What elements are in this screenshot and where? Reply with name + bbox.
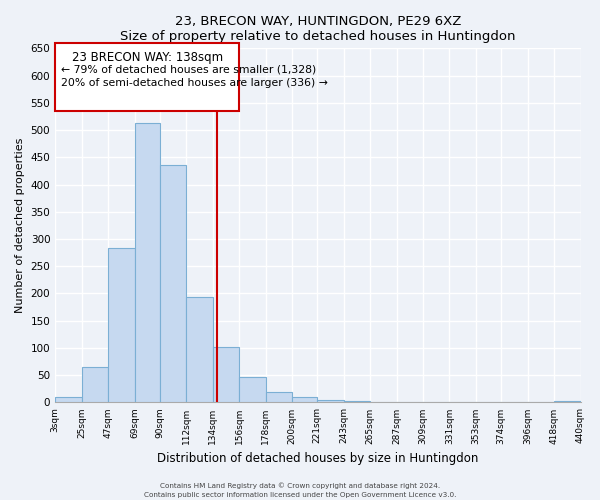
Bar [317, 400, 344, 402]
Bar [82, 367, 108, 402]
Bar [212, 347, 239, 403]
Text: 20% of semi-detached houses are larger (336) →: 20% of semi-detached houses are larger (… [61, 78, 328, 88]
Bar [160, 166, 186, 402]
Text: Contains HM Land Registry data © Crown copyright and database right 2024.
Contai: Contains HM Land Registry data © Crown c… [144, 482, 456, 498]
Y-axis label: Number of detached properties: Number of detached properties [15, 138, 25, 313]
Bar [186, 298, 212, 403]
FancyBboxPatch shape [55, 43, 239, 111]
Bar [266, 392, 292, 402]
Text: 23 BRECON WAY: 138sqm: 23 BRECON WAY: 138sqm [71, 51, 223, 64]
Bar [55, 397, 82, 402]
Bar [292, 397, 317, 402]
Bar [134, 123, 160, 402]
X-axis label: Distribution of detached houses by size in Huntingdon: Distribution of detached houses by size … [157, 452, 479, 465]
Text: ← 79% of detached houses are smaller (1,328): ← 79% of detached houses are smaller (1,… [61, 64, 316, 74]
Title: 23, BRECON WAY, HUNTINGDON, PE29 6XZ
Size of property relative to detached house: 23, BRECON WAY, HUNTINGDON, PE29 6XZ Siz… [120, 15, 515, 43]
Bar [108, 248, 134, 402]
Bar [239, 378, 266, 402]
